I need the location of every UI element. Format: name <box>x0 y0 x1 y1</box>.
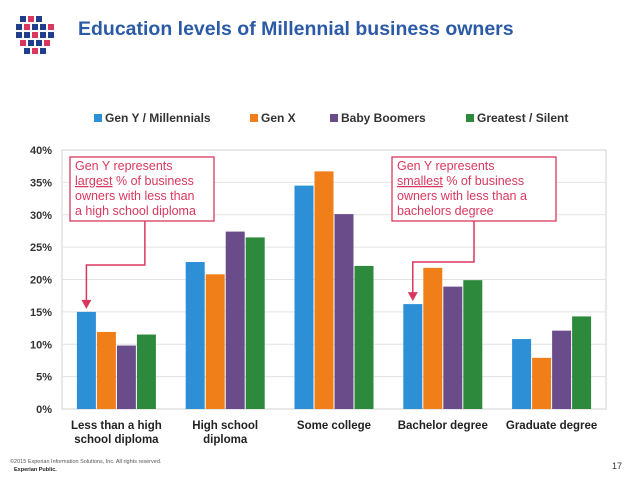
bar-1-cat-4 <box>403 304 423 409</box>
legend-swatch <box>94 114 102 122</box>
y-tick-label: 15% <box>30 307 52 319</box>
x-tick-label: Less than a high <box>71 420 162 432</box>
bar-4-cat-4 <box>463 280 483 409</box>
bar-2-cat-5 <box>532 357 552 409</box>
bar-2-cat-1 <box>96 331 116 409</box>
bar-2-cat-4 <box>423 267 443 409</box>
footer-copyright: ©2015 Experian Information Solutions, In… <box>10 459 162 465</box>
annotation-text: largest % of business <box>75 174 194 188</box>
annotation-text: owners with less than <box>75 189 195 203</box>
experian-logo-icon <box>16 16 54 54</box>
footer-classification: Experian Public. <box>14 467 57 473</box>
y-tick-label: 20% <box>30 275 52 287</box>
bar-3-cat-4 <box>443 286 463 409</box>
y-tick-label: 0% <box>36 404 52 416</box>
bar-4-cat-1 <box>136 334 156 409</box>
bar-3-cat-2 <box>225 231 245 409</box>
x-tick-label: High school <box>192 420 258 432</box>
bar-1-cat-5 <box>512 339 532 409</box>
legend-label: Greatest / Silent <box>477 111 568 125</box>
legend-label: Gen Y / Millennials <box>105 111 211 125</box>
x-tick-label: Bachelor degree <box>398 420 488 432</box>
annotation-box <box>69 156 215 222</box>
annotation-arrowhead <box>81 299 92 309</box>
legend-label: Gen X <box>261 111 296 125</box>
annotation-text: Gen Y represents <box>397 159 495 173</box>
y-tick-label: 40% <box>30 145 52 157</box>
bar-3-cat-3 <box>334 214 354 409</box>
bar-2-cat-3 <box>314 171 334 409</box>
bar-1-cat-3 <box>294 185 314 409</box>
bar-1-cat-2 <box>185 262 205 409</box>
annotation-text: owners with less than a <box>397 189 527 203</box>
bar-3-cat-5 <box>552 330 572 409</box>
legend-label: Baby Boomers <box>341 111 426 125</box>
legend-swatch <box>466 114 474 122</box>
annotation-text: bachelors degree <box>397 204 494 218</box>
legend-swatch <box>330 114 338 122</box>
bar-3-cat-1 <box>116 345 136 409</box>
education-bar-chart: 0% 5% 10% 15% 20% 25% 30% 35% 40% Gen Y / Millenn… <box>30 111 607 446</box>
bar-4-cat-2 <box>245 237 265 409</box>
bar-2-cat-2 <box>205 274 225 409</box>
x-tick-label: Some college <box>297 420 371 432</box>
y-tick-label: 10% <box>30 339 52 351</box>
annotation-arrowhead <box>407 292 418 302</box>
annotation-text: a high school diploma <box>75 204 196 218</box>
x-tick-label: diploma <box>203 434 248 446</box>
slide-title: Education levels of Millennial business … <box>78 18 514 40</box>
y-tick-label: 25% <box>30 242 52 254</box>
annotation-text: smallest % of business <box>397 174 524 188</box>
x-tick-label: Graduate degree <box>506 420 597 432</box>
x-tick-label: school diploma <box>74 434 159 446</box>
bar-1-cat-1 <box>76 311 96 409</box>
annotation-connector <box>85 221 146 302</box>
annotation-text: Gen Y represents <box>75 159 173 173</box>
bar-4-cat-3 <box>354 265 374 409</box>
bar-4-cat-5 <box>572 316 592 409</box>
annotation-connector <box>412 221 475 295</box>
y-tick-label: 35% <box>30 177 52 189</box>
y-tick-label: 5% <box>36 372 52 384</box>
y-tick-label: 30% <box>30 210 52 222</box>
page-number: 17 <box>612 461 623 471</box>
legend-swatch <box>250 114 258 122</box>
